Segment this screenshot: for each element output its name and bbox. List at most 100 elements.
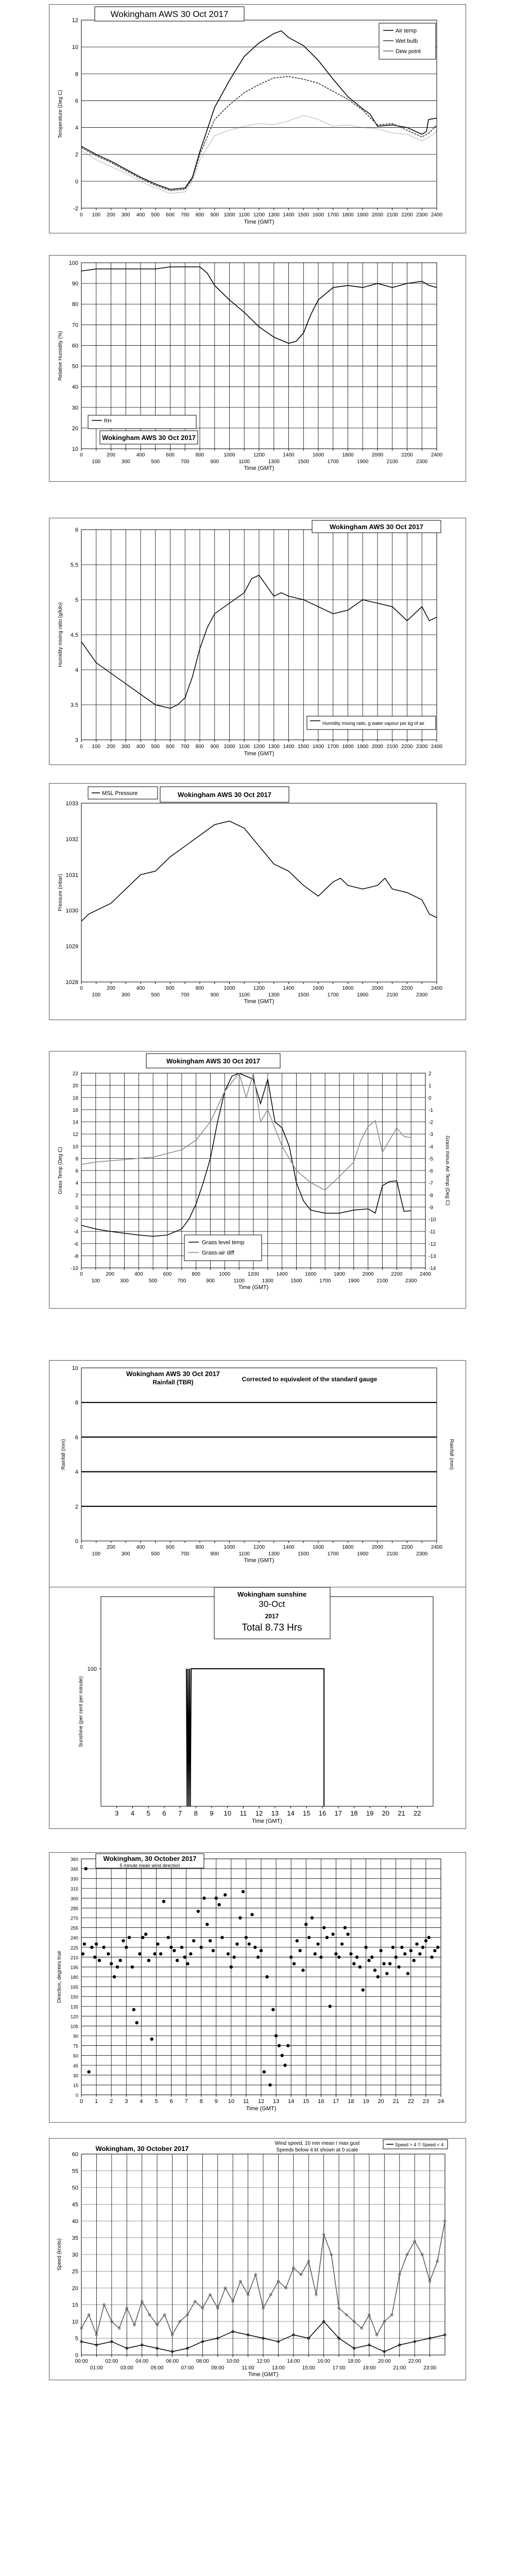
x-tick-label: 19:00 xyxy=(363,2365,375,2371)
data-point xyxy=(148,2313,151,2316)
x-tick-label: 1000 xyxy=(224,212,235,218)
data-point xyxy=(390,2313,393,2316)
y-tick-label: 345 xyxy=(71,1867,78,1872)
y-tick-label: 4 xyxy=(75,1469,78,1476)
data-point xyxy=(375,2333,379,2336)
x-tick-label: 10:00 xyxy=(227,2359,239,2364)
y-tick-label: 45 xyxy=(73,2063,78,2069)
y-tick-label: 240 xyxy=(71,1936,78,1941)
data-point xyxy=(269,2293,272,2296)
y-tick-label: 60 xyxy=(73,2054,78,2059)
data-point xyxy=(235,1942,239,1946)
x-tick-label: 06:00 xyxy=(166,2359,179,2364)
y-tick-label: 0 xyxy=(75,1538,78,1545)
x-tick-label: 1100 xyxy=(238,992,250,998)
chart-title: Wokingham AWS 30 Oct 2017 xyxy=(111,9,229,19)
x-tick-label: 1400 xyxy=(283,1545,295,1550)
x-tick-label: 2300 xyxy=(405,1278,417,1284)
y-tick-label: -6 xyxy=(74,1242,78,1247)
x-tick-label: 17 xyxy=(333,2098,339,2105)
legend-box xyxy=(88,415,197,429)
data-point xyxy=(125,1945,128,1949)
x-tick-label: 100 xyxy=(92,212,100,218)
data-point xyxy=(352,1962,356,1965)
y2-tick-label: -12 xyxy=(428,1242,436,1247)
x-tick-label: 17:00 xyxy=(333,2365,346,2371)
data-point xyxy=(117,2327,121,2330)
chart-title: Wokingham, 30 October 2017 xyxy=(103,1855,196,1862)
data-point xyxy=(322,2233,325,2236)
x-tick-label: 1500 xyxy=(290,1278,302,1284)
x-tick-label: 600 xyxy=(163,1272,172,1277)
chart-title: Wokingham, 30 October 2017 xyxy=(95,2145,188,2153)
x-tick-label: 4 xyxy=(140,2098,143,2105)
x-tick-label: 1000 xyxy=(224,744,235,750)
data-point xyxy=(140,2343,144,2347)
y-tick-label: 50 xyxy=(72,2185,78,2191)
y-tick-label: 8 xyxy=(75,1400,78,1406)
x-axis-label: Time (GMT) xyxy=(244,465,274,471)
data-point xyxy=(262,2336,265,2340)
x-tick-label: 1900 xyxy=(357,212,369,218)
x-tick-label: 2100 xyxy=(387,212,399,218)
x-tick-label: 1900 xyxy=(348,1278,360,1284)
x-tick-label: 1700 xyxy=(328,459,339,465)
x-tick-label: 400 xyxy=(136,1545,145,1550)
x-tick-label: 1600 xyxy=(305,1272,317,1277)
y2-tick-label: -7 xyxy=(428,1181,433,1187)
x-tick-label: 900 xyxy=(210,212,219,218)
y-tick-label: 8 xyxy=(75,71,78,77)
mixing-ratio-chart: 3 3.5 4 4.5 5 5.5 6 0 100 200 300 400 500 600 700 800 90… xyxy=(49,518,466,765)
x-tick-label: 19 xyxy=(363,2098,369,2105)
x-tick-label: 900 xyxy=(206,1278,215,1284)
x-tick-label: 100 xyxy=(92,1551,100,1557)
data-point xyxy=(201,2340,204,2343)
x-tick-label: 2400 xyxy=(431,1545,443,1550)
y-tick-label: 20 xyxy=(72,2285,78,2292)
sunshine-trace xyxy=(185,1668,325,1807)
x-tick-label: 20 xyxy=(382,1809,389,1817)
chart-title-box xyxy=(214,1587,331,1639)
data-point xyxy=(150,2037,153,2041)
x-tick-label: 1900 xyxy=(357,459,369,465)
y-tick-label: 0 xyxy=(75,2352,78,2359)
x-tick-label: 1200 xyxy=(253,212,265,218)
y-tick-label: 6 xyxy=(75,98,78,104)
y-tick-label: 150 xyxy=(71,1994,78,1999)
chart-annotation: Corrected to equivalent of the standard … xyxy=(242,1376,377,1383)
temperature-chart: -2 0 2 4 6 8 10 12 0 100 200 300 400 500 600 700 800 900 1… xyxy=(49,4,466,233)
x-tick-label: 1700 xyxy=(328,212,339,218)
data-point xyxy=(316,1942,320,1946)
x-tick-label: 12 xyxy=(258,2098,264,2105)
plot-area xyxy=(81,1367,437,1541)
data-point xyxy=(337,2307,340,2310)
y-tick-label: 100 xyxy=(88,1666,97,1672)
x-tick-label: 10 xyxy=(228,2098,234,2105)
data-point xyxy=(147,1958,151,1962)
x-tick-label: 1600 xyxy=(313,212,324,218)
y-tick-label: 225 xyxy=(71,1945,78,1951)
x-tick-label: 1400 xyxy=(283,986,295,991)
x-tick-label: 11:00 xyxy=(242,2365,254,2371)
series-line-1 xyxy=(81,76,437,191)
x-tick-label: 16 xyxy=(318,2098,324,2105)
data-point xyxy=(107,1952,110,1956)
y-tick-label: 10 xyxy=(72,446,78,452)
x-tick-label: 1900 xyxy=(357,992,369,998)
data-point xyxy=(398,2273,401,2276)
data-point xyxy=(95,2333,98,2336)
x-tick-label: 2100 xyxy=(387,744,399,750)
y-tick-label: 15 xyxy=(72,2302,78,2309)
y-tick-label: 30 xyxy=(73,2073,78,2078)
x-tick-label: 23:00 xyxy=(423,2365,436,2371)
data-point xyxy=(88,2313,91,2316)
data-point xyxy=(95,2343,98,2347)
y-tick-label: 90 xyxy=(73,2034,78,2039)
y2-tick-label: -10 xyxy=(428,1217,436,1223)
y2-tick-label: 1 xyxy=(428,1083,432,1089)
y-axis-label: Speed (knots) xyxy=(57,2239,62,2270)
y-tick-label: 75 xyxy=(73,2044,78,2049)
data-point xyxy=(274,2034,278,2038)
